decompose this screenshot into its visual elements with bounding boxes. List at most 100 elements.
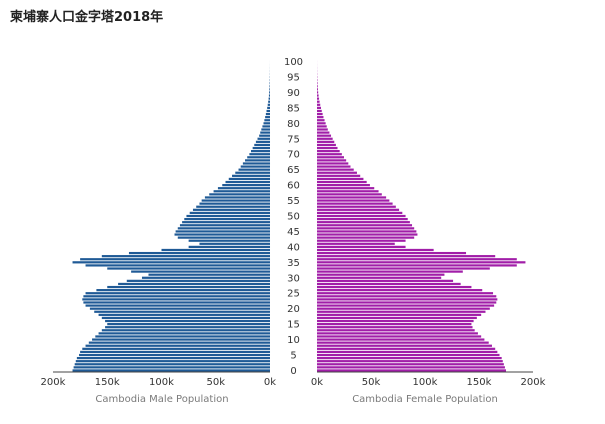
male-bar-age-85 bbox=[267, 106, 270, 109]
female-bar-age-81 bbox=[317, 119, 325, 122]
male-bar-age-40 bbox=[188, 245, 271, 248]
female-x-tick-label: 200k bbox=[521, 377, 546, 388]
female-bar-age-70 bbox=[317, 153, 342, 156]
male-bar-age-90 bbox=[269, 91, 270, 94]
male-bar-age-63 bbox=[232, 174, 271, 177]
male-x-ticks: 200k 150k 100k 50k 0k bbox=[41, 377, 277, 388]
male-bar-age-13 bbox=[101, 329, 270, 332]
female-bar-age-32 bbox=[317, 270, 463, 273]
female-bar-age-17 bbox=[317, 316, 477, 320]
female-bar-age-49 bbox=[317, 217, 408, 221]
male-bar-age-86 bbox=[267, 103, 270, 106]
female-x-tick-label: 50k bbox=[362, 377, 381, 388]
female-bar-age-61 bbox=[317, 180, 367, 184]
female-bar-age-25 bbox=[317, 292, 494, 295]
male-bar-age-34 bbox=[85, 264, 270, 267]
female-bar-age-67 bbox=[317, 162, 349, 165]
female-x-tick-label: 150k bbox=[467, 377, 492, 388]
female-bar-age-85 bbox=[317, 106, 321, 109]
female-bar-age-23 bbox=[317, 298, 498, 301]
female-bar-age-64 bbox=[317, 171, 357, 174]
female-bar-age-53 bbox=[317, 205, 396, 208]
age-tick-label: 75 bbox=[287, 134, 300, 145]
age-tick-label: 20 bbox=[287, 304, 300, 315]
female-bar-age-13 bbox=[317, 329, 475, 332]
female-bar-age-0 bbox=[317, 369, 506, 372]
female-bar-age-68 bbox=[317, 159, 347, 162]
female-bar-age-93 bbox=[317, 82, 318, 85]
female-bar-age-90 bbox=[317, 91, 319, 94]
male-bar-age-74 bbox=[255, 140, 271, 143]
age-tick-label: 5 bbox=[290, 351, 296, 362]
female-bars bbox=[317, 60, 526, 372]
male-bar-age-48 bbox=[182, 221, 271, 224]
female-bar-age-45 bbox=[317, 230, 417, 233]
female-bar-age-66 bbox=[317, 165, 351, 168]
female-bar-age-24 bbox=[317, 295, 497, 298]
male-bar-age-77 bbox=[260, 131, 271, 134]
male-bar-age-80 bbox=[263, 122, 270, 125]
male-bar-age-27 bbox=[107, 285, 270, 289]
female-bar-age-58 bbox=[317, 190, 379, 193]
male-bar-age-47 bbox=[179, 224, 270, 227]
female-bar-age-89 bbox=[317, 94, 319, 97]
female-bar-age-51 bbox=[317, 211, 403, 215]
age-tick-label: 50 bbox=[287, 212, 300, 223]
male-bar-age-81 bbox=[264, 119, 270, 122]
male-bar-age-67 bbox=[242, 162, 271, 165]
male-bar-age-73 bbox=[254, 143, 270, 147]
male-bar-age-62 bbox=[228, 177, 270, 181]
female-bar-age-34 bbox=[317, 264, 517, 267]
female-bar-age-33 bbox=[317, 267, 490, 270]
female-bar-age-40 bbox=[317, 245, 406, 248]
female-bar-age-20 bbox=[317, 307, 490, 310]
male-bar-age-6 bbox=[80, 350, 271, 354]
male-bar-age-45 bbox=[175, 230, 270, 233]
male-bar-age-58 bbox=[213, 190, 270, 193]
age-tick-label: 40 bbox=[287, 242, 300, 253]
female-bar-age-10 bbox=[317, 338, 485, 341]
age-tick-label: 0 bbox=[290, 366, 296, 377]
age-tick-label: 45 bbox=[287, 227, 300, 238]
male-bar-age-17 bbox=[101, 316, 270, 320]
age-tick-label: 60 bbox=[287, 181, 300, 192]
female-bar-age-88 bbox=[317, 97, 320, 100]
male-bar-age-44 bbox=[174, 233, 270, 236]
male-bars bbox=[72, 60, 271, 372]
male-bar-age-16 bbox=[105, 319, 270, 323]
female-bar-age-62 bbox=[317, 177, 364, 181]
female-bar-age-19 bbox=[317, 310, 486, 313]
female-bar-age-5 bbox=[317, 353, 500, 357]
male-bar-age-66 bbox=[240, 165, 270, 168]
female-bar-age-43 bbox=[317, 236, 415, 239]
age-tick-label: 85 bbox=[287, 103, 300, 114]
female-x-tick-label: 100k bbox=[413, 377, 438, 388]
female-bar-age-76 bbox=[317, 134, 332, 137]
male-bar-age-52 bbox=[192, 208, 270, 211]
female-bar-age-15 bbox=[317, 323, 472, 326]
female-bar-age-75 bbox=[317, 137, 333, 140]
female-bar-age-22 bbox=[317, 301, 497, 304]
male-bar-age-82 bbox=[265, 116, 270, 119]
female-bar-age-39 bbox=[317, 248, 434, 252]
age-tick-label: 95 bbox=[287, 72, 300, 83]
male-bar-age-22 bbox=[83, 301, 270, 304]
female-bar-age-82 bbox=[317, 116, 324, 119]
age-tick-label: 55 bbox=[287, 196, 300, 207]
female-bar-age-8 bbox=[317, 344, 492, 347]
female-bar-age-77 bbox=[317, 131, 330, 134]
chart-title: 柬埔寨人口金字塔2018年 bbox=[10, 10, 164, 25]
age-tick-label: 80 bbox=[287, 119, 300, 130]
female-bar-age-86 bbox=[317, 103, 321, 106]
female-bar-age-69 bbox=[317, 156, 344, 159]
female-bar-age-6 bbox=[317, 350, 498, 354]
male-x-tick-label: 100k bbox=[149, 377, 174, 388]
female-bar-age-72 bbox=[317, 146, 338, 150]
female-bar-age-42 bbox=[317, 239, 406, 242]
male-bar-age-10 bbox=[92, 338, 270, 341]
male-bar-age-70 bbox=[249, 153, 270, 156]
male-bar-age-8 bbox=[85, 344, 270, 347]
male-bar-age-84 bbox=[266, 109, 270, 113]
male-x-tick-label: 0k bbox=[264, 377, 276, 388]
male-bar-age-7 bbox=[82, 347, 270, 350]
